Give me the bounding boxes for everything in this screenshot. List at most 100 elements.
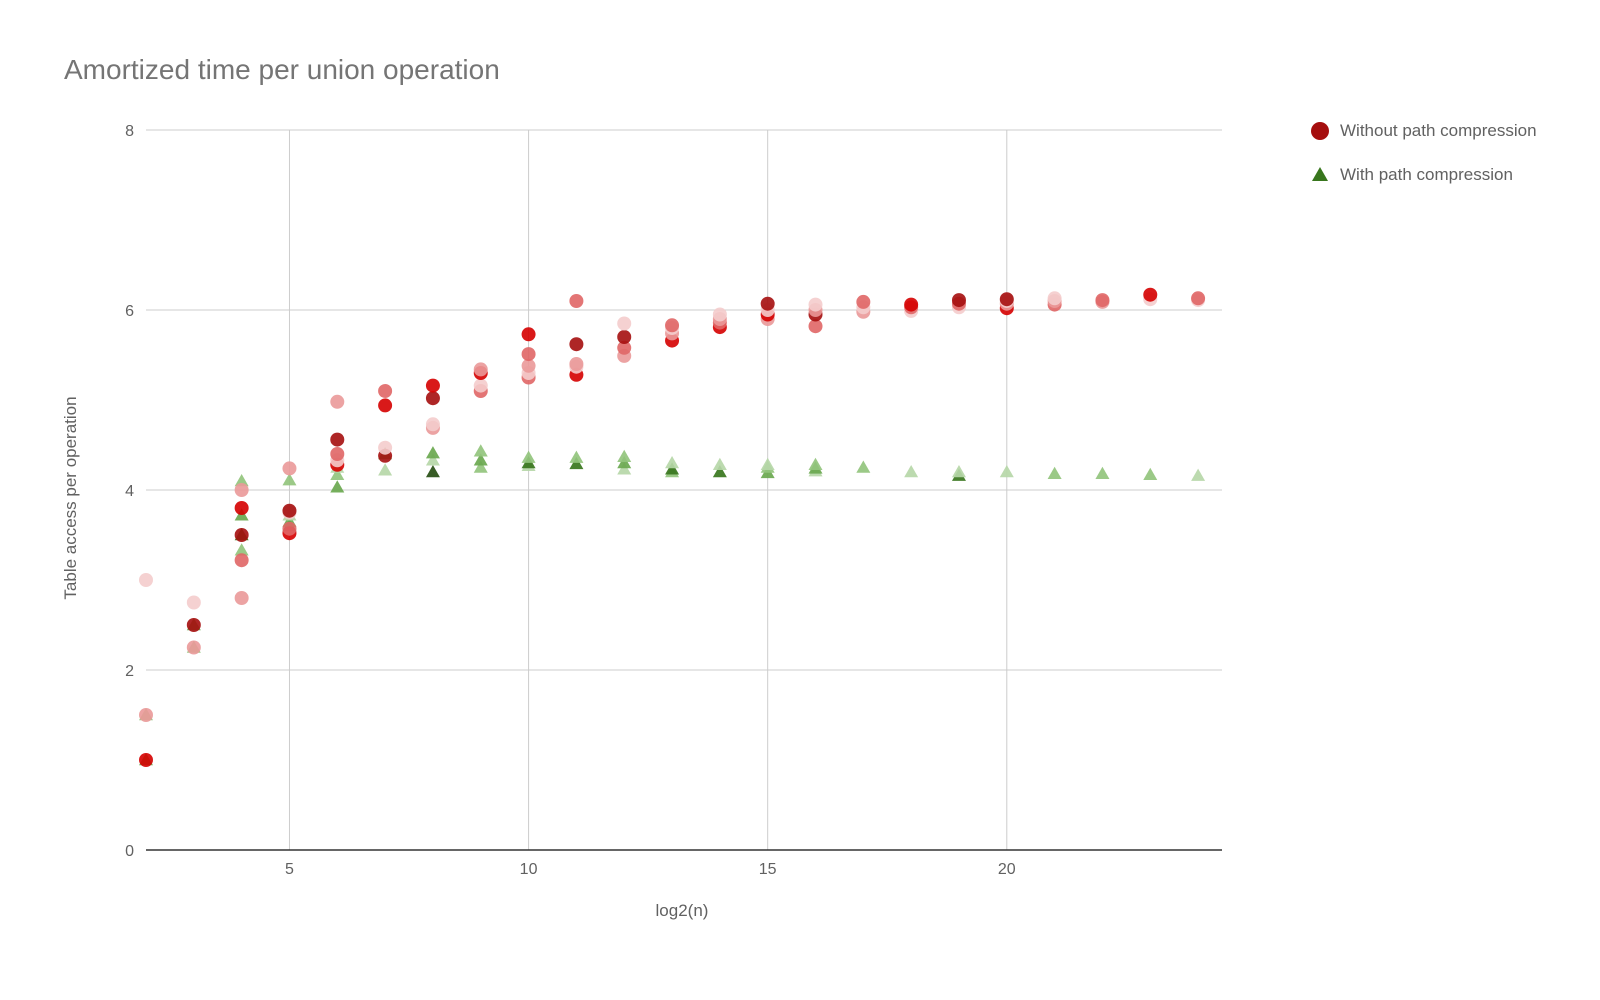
data-point-triangle bbox=[473, 460, 488, 473]
data-point-circle bbox=[1047, 291, 1062, 306]
data-point-circle bbox=[282, 461, 297, 476]
data-point-triangle bbox=[1047, 466, 1062, 480]
data-point-triangle bbox=[425, 465, 440, 478]
data-point-triangle bbox=[617, 449, 632, 462]
data-point-circle bbox=[139, 753, 153, 767]
data-point-triangle bbox=[234, 474, 249, 487]
data-point-triangle bbox=[712, 457, 727, 471]
y-tick-label: 4 bbox=[125, 483, 134, 500]
data-point-circle bbox=[234, 553, 249, 568]
data-point-circle bbox=[234, 528, 249, 542]
data-point-triangle bbox=[330, 467, 345, 480]
data-point-triangle bbox=[617, 462, 632, 475]
data-point-circle bbox=[712, 307, 727, 322]
data-point-triangle bbox=[473, 453, 488, 466]
triangle-marker-icon bbox=[1312, 167, 1328, 181]
data-point-triangle bbox=[521, 450, 536, 463]
data-point-circle bbox=[139, 573, 153, 587]
data-point-circle bbox=[856, 294, 871, 309]
data-point-triangle bbox=[569, 456, 584, 470]
x-axis-label: log2(n) bbox=[656, 901, 709, 920]
data-point-triangle bbox=[330, 480, 345, 493]
data-point-circle bbox=[425, 378, 440, 393]
data-point-circle bbox=[425, 391, 440, 406]
data-point-triangle bbox=[569, 450, 584, 463]
legend-label: Without path compression bbox=[1340, 121, 1537, 140]
data-point-triangle bbox=[1143, 467, 1158, 480]
data-point-triangle bbox=[665, 456, 680, 469]
x-tick-label: 5 bbox=[285, 861, 294, 878]
data-point-triangle bbox=[1095, 466, 1110, 480]
data-point-circle bbox=[234, 591, 249, 605]
data-point-triangle bbox=[760, 457, 775, 471]
data-point-circle bbox=[1143, 287, 1158, 302]
data-point-circle bbox=[473, 362, 488, 377]
axes: 0 2 4 6 8 5 10 15 20 bbox=[125, 123, 1222, 878]
series-without-path-compression bbox=[139, 287, 1206, 767]
data-point-circle bbox=[617, 340, 632, 355]
data-point-circle bbox=[282, 521, 297, 536]
y-tick-label: 6 bbox=[125, 303, 134, 320]
data-point-circle bbox=[951, 293, 966, 308]
data-point-triangle bbox=[425, 453, 440, 466]
data-point-circle bbox=[999, 292, 1014, 307]
series-with-path-compression bbox=[139, 444, 1206, 766]
data-point-triangle bbox=[712, 465, 727, 478]
data-point-circle bbox=[378, 440, 393, 455]
data-point-circle bbox=[234, 501, 249, 515]
data-point-circle bbox=[808, 297, 823, 312]
data-point-circle bbox=[569, 357, 584, 371]
data-point-circle bbox=[521, 347, 536, 362]
y-axis-label: Table access per operation bbox=[61, 396, 80, 599]
legend-label: With path compression bbox=[1340, 165, 1513, 184]
y-tick-label: 8 bbox=[125, 123, 134, 140]
data-point-triangle bbox=[282, 473, 297, 486]
data-point-circle bbox=[617, 316, 632, 331]
data-point-circle bbox=[378, 398, 393, 413]
chart-title: Amortized time per union operation bbox=[64, 54, 500, 85]
data-point-triangle bbox=[234, 543, 249, 556]
data-point-circle bbox=[330, 394, 345, 409]
data-point-circle bbox=[186, 595, 201, 610]
data-point-circle bbox=[186, 640, 201, 655]
data-point-triangle bbox=[473, 444, 488, 457]
data-point-circle bbox=[904, 297, 919, 312]
data-point-circle bbox=[521, 327, 536, 342]
data-point-triangle bbox=[904, 465, 919, 478]
data-point-circle bbox=[186, 618, 201, 632]
x-tick-label: 15 bbox=[759, 861, 777, 878]
data-point-circle bbox=[1191, 291, 1206, 306]
data-point-circle bbox=[521, 358, 536, 373]
data-point-triangle bbox=[378, 463, 393, 476]
data-point-triangle bbox=[808, 457, 823, 471]
data-point-triangle bbox=[951, 465, 966, 478]
data-point-triangle bbox=[665, 462, 680, 475]
data-point-triangle bbox=[999, 465, 1014, 478]
data-point-triangle bbox=[1191, 468, 1206, 481]
x-tick-label: 20 bbox=[998, 861, 1016, 878]
data-point-circle bbox=[425, 417, 440, 432]
x-tick-label: 10 bbox=[520, 861, 538, 878]
legend: Without path compression With path compr… bbox=[1310, 118, 1537, 206]
data-point-circle bbox=[282, 503, 297, 518]
data-point-triangle bbox=[617, 456, 632, 469]
y-tick-label: 0 bbox=[125, 843, 134, 860]
data-point-circle bbox=[330, 432, 345, 447]
legend-item-without-path-compression[interactable]: Without path compression bbox=[1310, 118, 1537, 144]
data-point-circle bbox=[665, 318, 680, 333]
data-point-circle bbox=[139, 708, 153, 722]
circle-marker-icon bbox=[1311, 122, 1329, 140]
data-point-triangle bbox=[425, 446, 440, 459]
legend-item-with-path-compression[interactable]: With path compression bbox=[1310, 162, 1537, 188]
data-point-circle bbox=[234, 483, 249, 497]
data-point-circle bbox=[330, 447, 345, 461]
data-point-circle bbox=[1095, 293, 1110, 308]
data-point-circle bbox=[617, 330, 632, 344]
data-point-circle bbox=[808, 319, 823, 334]
data-point-circle bbox=[569, 337, 584, 352]
data-point-circle bbox=[760, 296, 775, 311]
data-point-triangle bbox=[856, 460, 871, 473]
grid-lines bbox=[146, 129, 1222, 850]
